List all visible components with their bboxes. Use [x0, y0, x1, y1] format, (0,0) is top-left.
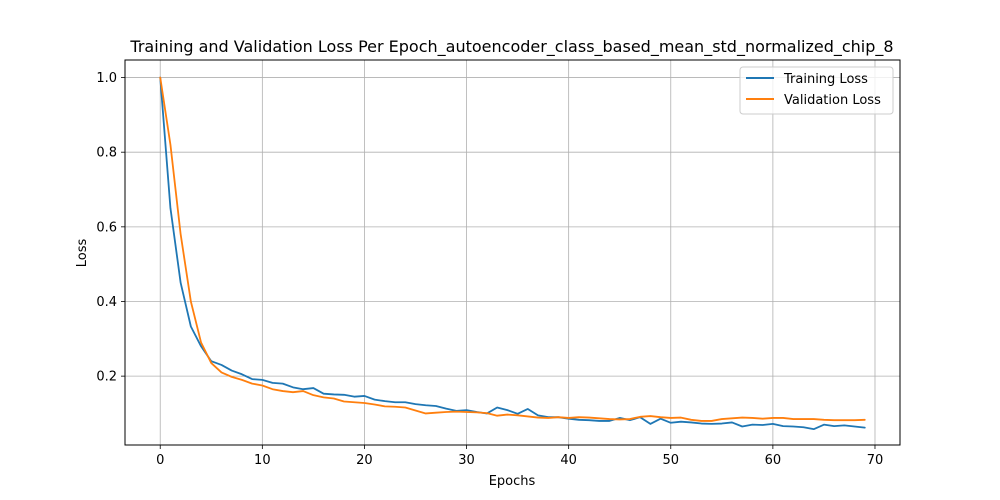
plot-frame	[124, 59, 901, 446]
y-tick-label: 0.6	[96, 220, 117, 235]
x-tick-label: 20	[356, 453, 373, 468]
x-tick-label: 60	[765, 453, 782, 468]
grid	[125, 60, 900, 445]
x-tick-label: 50	[662, 453, 679, 468]
x-tick-label: 30	[458, 453, 475, 468]
x-tick-label: 0	[156, 453, 164, 468]
legend-box	[739, 66, 894, 115]
x-axis-label: Epochs	[489, 474, 536, 489]
y-tick-label: 0.8	[96, 146, 117, 161]
y-axis: 0.2 0.4 0.6 0.8 1.0	[96, 71, 125, 385]
y-tick-label: 0.2	[96, 370, 117, 385]
series-lines	[159, 76, 866, 431]
training-loss-line	[159, 76, 866, 431]
x-tick-label: 10	[254, 453, 271, 468]
y-tick-label: 1.0	[96, 71, 117, 86]
legend-label-validation: Validation Loss	[784, 93, 881, 108]
legend-label-training: Training Loss	[783, 72, 868, 87]
legend: Training Loss Validation Loss	[739, 66, 894, 115]
x-tick-label: 40	[560, 453, 577, 468]
x-axis: 0 10 20 30 40 50 60 70	[156, 445, 883, 468]
y-tick-label: 0.4	[96, 295, 117, 310]
validation-loss-line	[159, 76, 866, 422]
chart-title: Training and Validation Loss Per Epoch_a…	[129, 37, 893, 57]
x-tick-label: 70	[867, 453, 884, 468]
y-axis-label: Loss	[75, 239, 90, 268]
